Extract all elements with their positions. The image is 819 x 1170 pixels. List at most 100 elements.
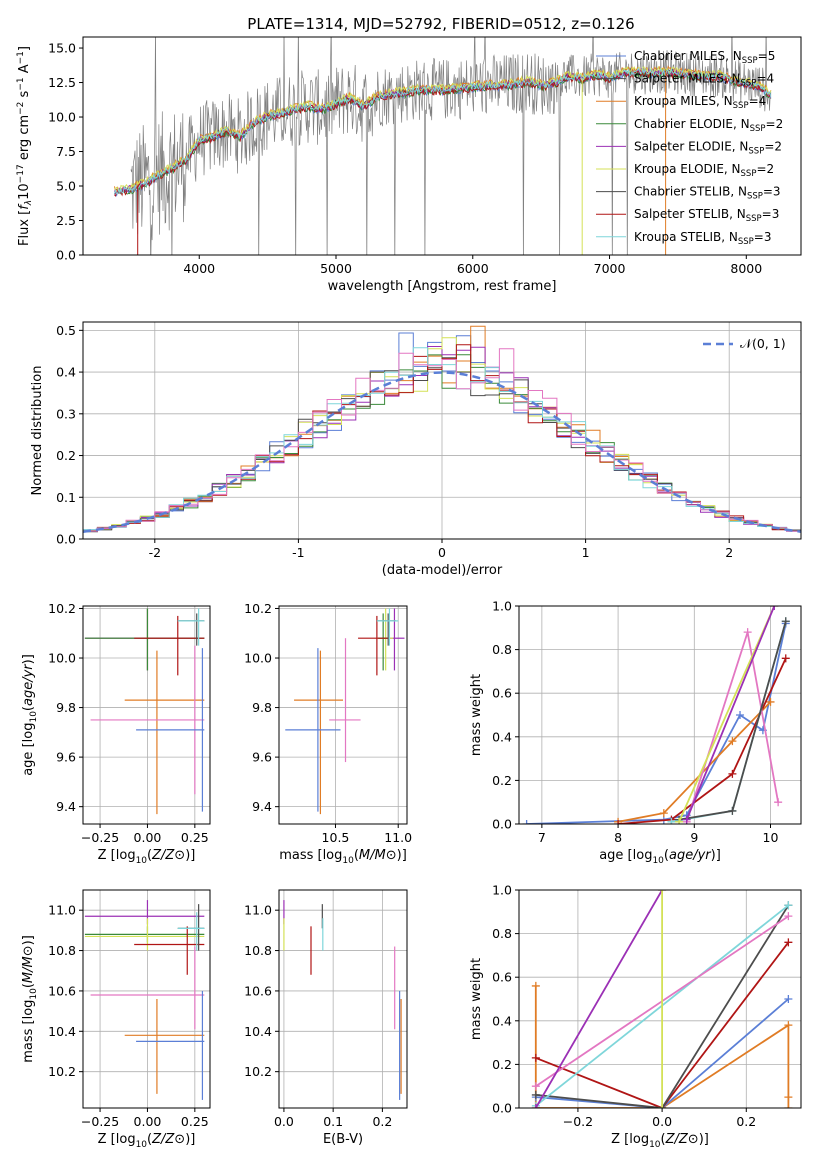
- data-point: [177, 912, 205, 951]
- marks: [531, 890, 793, 1108]
- grid: [519, 890, 801, 1108]
- model-spectrum-kroupa-stelib: [114, 67, 772, 195]
- x-axis-label: Z [log10(Z/Z⊙)]: [98, 848, 196, 866]
- point-marker: [531, 1082, 540, 1091]
- marks: [285, 608, 405, 815]
- point-marker: [658, 1104, 667, 1108]
- label-part: 10: [17, 183, 32, 200]
- point-marker: [675, 817, 684, 824]
- legend-text: =4: [756, 72, 774, 86]
- legend-text: Salpeter MILES, N: [634, 72, 741, 86]
- grid: [519, 606, 801, 824]
- legend-sub: SSP: [742, 56, 758, 66]
- y-tick-label: 5.0: [56, 179, 76, 194]
- axes-frame: [518, 889, 802, 1109]
- point-marker: [784, 1093, 793, 1102]
- legend-sub: SSP: [747, 192, 763, 202]
- series-salpeter-stelib: [614, 654, 790, 824]
- x-tick-label: 11.0: [384, 830, 412, 845]
- y-axis-label: mass weight: [469, 958, 484, 1040]
- y-tick-label: 9.8: [252, 700, 272, 715]
- legend-sub: SSP: [741, 79, 757, 89]
- legend-text: Chabrier STELIB, N: [634, 185, 747, 199]
- legend-text: Kroupa STELIB, N: [634, 230, 738, 244]
- axes-frame: [82, 889, 211, 1109]
- x-tick-label: -2: [149, 545, 161, 560]
- y-tick-label: 9.6: [56, 750, 76, 765]
- label-part: mass [log: [21, 1000, 36, 1063]
- y-tick-label: 10.0: [48, 651, 76, 666]
- point-marker: [614, 820, 623, 824]
- data-point: [378, 608, 394, 671]
- label-sup: −17: [16, 164, 26, 183]
- legend-text: Kroupa MILES, N: [634, 94, 733, 108]
- series-line: [671, 621, 787, 823]
- x-tick-label: 9: [690, 830, 698, 845]
- label-part: )]: [185, 848, 195, 863]
- data-point: [177, 613, 205, 646]
- x-tick-label: 2: [725, 545, 733, 560]
- y-tick-label: 9.8: [56, 700, 76, 715]
- y-tick-label: 0.0: [492, 1101, 512, 1116]
- legend-text: =3: [754, 230, 772, 244]
- y-tick-label: 10.0: [48, 110, 76, 125]
- label-sub: 10: [136, 856, 148, 866]
- legend-sub: SSP: [748, 146, 764, 156]
- data-point: [136, 990, 205, 1100]
- y-tick-label: 12.5: [48, 75, 76, 90]
- x-tick-label: −0.25: [81, 1114, 119, 1129]
- marks: [83, 325, 801, 533]
- mass-vs-extinction-panel: 0.0 0.1 0.2 10.2 10.4 10.6 10.8 11.0 E(B-V): [244, 889, 408, 1147]
- point-marker: [770, 606, 779, 610]
- series-salpeter-elodie: [682, 606, 779, 824]
- data-point: [177, 904, 205, 951]
- y-tick-label: 0.6: [492, 686, 512, 701]
- label-part: )]: [397, 848, 407, 863]
- label-part: (: [21, 706, 36, 711]
- y-tick-label: 9.4: [252, 799, 272, 814]
- x-tick-label: 0.25: [181, 1114, 209, 1129]
- point-marker: [531, 981, 540, 990]
- point-marker: [784, 1104, 793, 1108]
- point-marker: [766, 697, 775, 706]
- label-sub: 10: [29, 711, 39, 723]
- x-axis-label: mass [log10(M/M⊙)]: [279, 848, 407, 866]
- x-tick-label: 8: [614, 830, 622, 845]
- label-sup: −1: [16, 51, 26, 64]
- y-tick-label: 1.0: [492, 599, 512, 614]
- legend-text: Kroupa ELODIE, N: [634, 162, 741, 176]
- point-marker: [736, 711, 745, 719]
- label-part: Z [log: [611, 1132, 649, 1147]
- series-line: [685, 606, 776, 820]
- x-tick-label: 0.00: [134, 1114, 162, 1129]
- label-part: age/yr: [21, 663, 36, 706]
- figure-title: PLATE=1314, MJD=52792, FIBERID=0512, z=0…: [247, 15, 634, 33]
- plot-area: [114, 37, 772, 255]
- label-part: Z/Z⊙: [151, 848, 185, 863]
- data-point: [84, 608, 205, 671]
- y-tick-label: 10.2: [244, 1064, 272, 1079]
- legend-entry: Kroupa MILES, NSSP=4: [634, 94, 766, 111]
- observed-spectrum: [130, 37, 772, 255]
- y-tick-label: 0.6: [492, 970, 512, 985]
- plot-area: [83, 606, 210, 824]
- y-tick-label: 0.2: [492, 1057, 512, 1072]
- label-part: M/M⊙: [21, 945, 36, 983]
- legend-text: Salpeter STELIB, N: [634, 207, 746, 221]
- label-sup: −1: [16, 77, 26, 90]
- y-tick-label: 10.0: [244, 651, 272, 666]
- y-tick-label: 10.4: [48, 1024, 76, 1039]
- legend-sub: SSP: [733, 101, 749, 111]
- y-tick-label: 0.4: [492, 1013, 512, 1028]
- label-sub: 10: [342, 856, 354, 866]
- y-tick-label: 10.4: [244, 1024, 272, 1039]
- series-kroupa-elodie: [658, 890, 667, 1108]
- x-axis-label: (data-model)/error: [382, 563, 503, 578]
- x-tick-label: 5000: [320, 261, 352, 276]
- legend-entry: Kroupa STELIB, NSSP=3: [634, 230, 772, 247]
- label-part: )]: [699, 1132, 709, 1147]
- plot-area: [279, 890, 407, 1108]
- label-part: age [log: [21, 723, 36, 776]
- label-sub: 10: [136, 1140, 148, 1150]
